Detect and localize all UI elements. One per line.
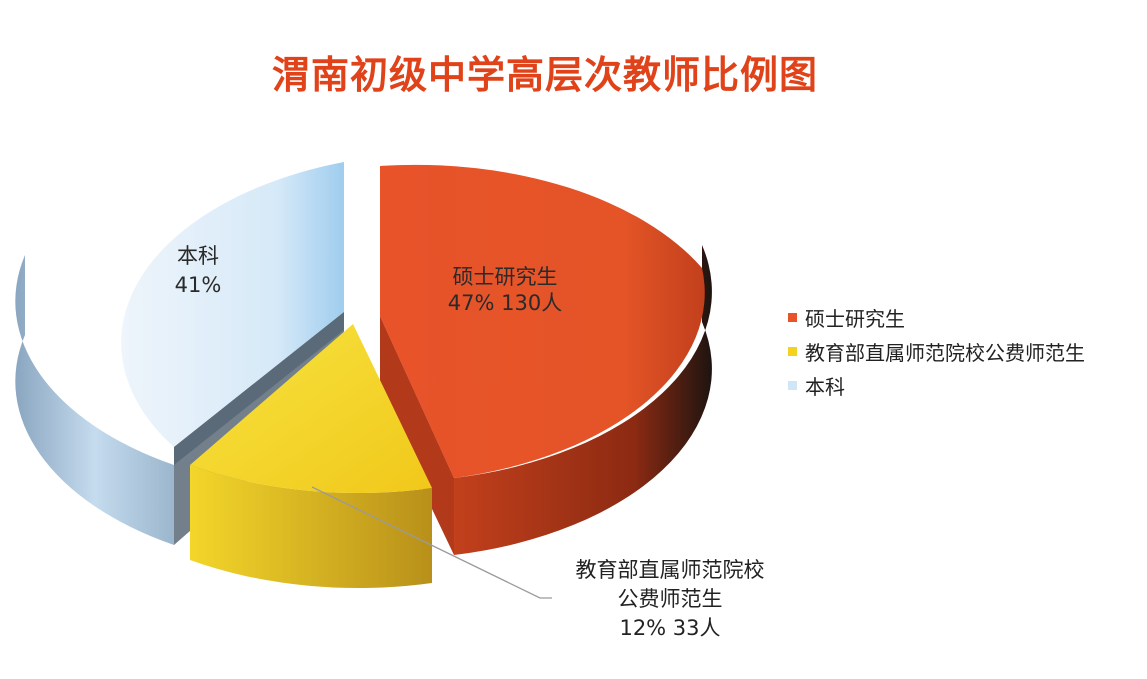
label-normal: 教育部直属师范院校 公费师范生 12% 33人 <box>540 556 800 643</box>
legend-item-normal: 教育部直属师范院校公费师范生 <box>788 334 1085 368</box>
legend-label: 教育部直属师范院校公费师范生 <box>805 340 1085 365</box>
legend-label: 本科 <box>805 374 845 399</box>
slice-master-cut <box>380 316 454 555</box>
legend: 硕士研究生教育部直属师范院校公费师范生 本科 <box>788 300 1085 402</box>
label-master-value: 47% 130人 <box>448 291 562 315</box>
label-normal-value: 12% 33人 <box>619 616 721 640</box>
legend-item-master: 硕士研究生 <box>788 300 1085 334</box>
label-normal-line2: 公费师范生 <box>617 587 723 611</box>
legend-label: 硕士研究生 <box>805 306 905 331</box>
slice-undergrad-side <box>15 255 175 545</box>
label-undergrad-value: 41% <box>175 273 222 297</box>
legend-item-undergrad: 本科 <box>788 368 1085 402</box>
slice-master-top-fill <box>380 164 705 478</box>
leader-line <box>311 486 552 599</box>
label-normal-line1: 教育部直属师范院校 <box>575 558 765 582</box>
chart-title: 渭南初级中学高层次教师比例图 <box>271 53 818 97</box>
legend-swatch <box>788 346 797 356</box>
slice-normal-side <box>190 465 432 589</box>
legend-swatch <box>788 312 797 322</box>
label-undergrad-name: 本科 <box>177 244 219 268</box>
slice-normal-top <box>190 324 432 494</box>
legend-swatch <box>788 380 797 390</box>
slice-master <box>380 164 712 555</box>
slice-master-side <box>454 245 712 555</box>
label-master-name: 硕士研究生 <box>453 265 558 289</box>
slice-undergrad-top <box>121 162 345 447</box>
slice-normal <box>190 324 432 589</box>
